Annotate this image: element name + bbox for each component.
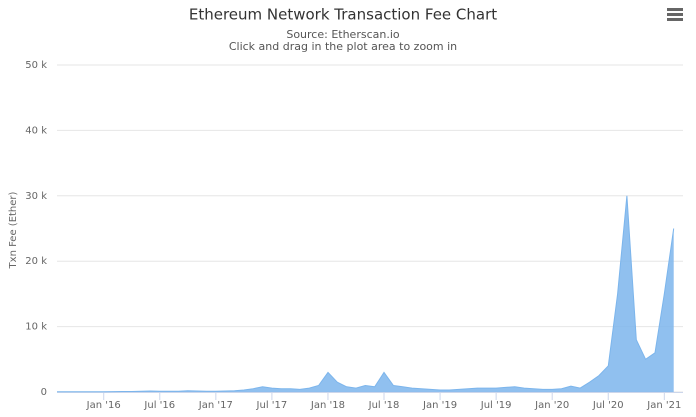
y-axis-label: Txn Fee (Ether) — [8, 191, 19, 269]
line — [56, 195, 675, 393]
y-tick-label: 0 — [41, 387, 47, 398]
y-tick-label: 20 k — [25, 256, 47, 267]
x-tick-label: Jul '20 — [592, 400, 624, 411]
x-tick-label: Jul '17 — [256, 400, 288, 411]
menu-bar — [667, 13, 683, 16]
x-tick-label: Jan '17 — [198, 400, 233, 411]
x-tick-label: Jul '18 — [368, 400, 400, 411]
x-tick-label: Jan '19 — [422, 400, 457, 411]
x-tick-label: Jul '19 — [480, 400, 512, 411]
chart-note: Click and drag in the plot area to zoom … — [229, 40, 457, 53]
menu-bar — [667, 8, 683, 11]
menu-bar — [667, 18, 683, 21]
area — [57, 195, 674, 392]
x-tick-label: Jan '16 — [86, 400, 121, 411]
x-tick-label: Jan '21 — [646, 400, 681, 411]
y-tick-label: 50 k — [25, 60, 47, 71]
x-tick-label: Jan '18 — [310, 400, 345, 411]
chart-title: Ethereum Network Transaction Fee Chart — [189, 6, 497, 24]
y-tick-label: 10 k — [25, 322, 47, 333]
menu-button[interactable] — [667, 8, 683, 21]
y-tick-label: 40 k — [25, 125, 47, 136]
y-tick-label: 30 k — [25, 191, 47, 202]
chart-subtitle: Source: Etherscan.io — [286, 28, 400, 41]
x-tick-label: Jul '16 — [143, 400, 175, 411]
x-tick-label: Jan '20 — [534, 400, 569, 411]
